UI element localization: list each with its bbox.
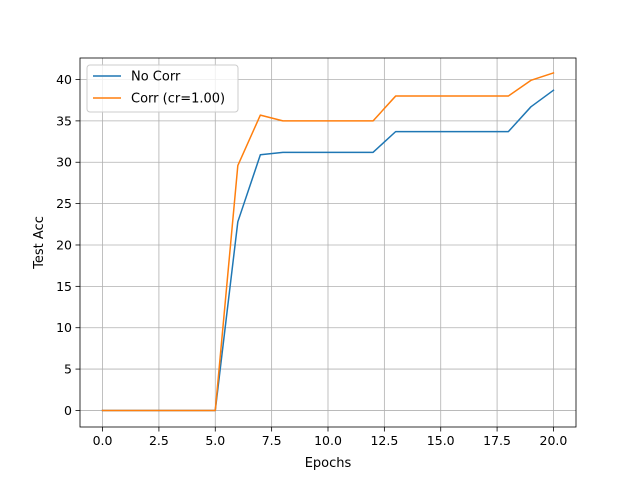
- legend: No Corr Corr (cr=1.00): [86, 64, 239, 113]
- y-tick-label: 10: [56, 320, 72, 335]
- y-tick-label: 0: [64, 403, 72, 418]
- x-tick-label: 20.0: [540, 433, 568, 448]
- y-tick-label: 5: [64, 362, 72, 377]
- data-series: [101, 71, 555, 412]
- x-tick-label: 12.5: [370, 433, 398, 448]
- x-tick-label: 5.0: [205, 433, 225, 448]
- y-tick-label: 15: [56, 279, 72, 294]
- x-tick-label: 10.0: [314, 433, 342, 448]
- x-axis-label: Epochs: [305, 456, 352, 471]
- y-tick-label: 25: [56, 196, 72, 211]
- legend-box: [86, 64, 239, 113]
- x-tick-label: 0.0: [93, 433, 113, 448]
- x-tick-label: 17.5: [483, 433, 511, 448]
- x-tick-label: 15.0: [427, 433, 455, 448]
- x-axis-ticks: 0.0 2.5 5.0 7.5 10.0 12.5 15.0 17.5 20.0: [93, 427, 568, 448]
- y-tick-label: 35: [56, 113, 72, 128]
- legend-label-no-corr: No Corr: [131, 70, 181, 85]
- y-tick-label: 30: [56, 155, 72, 170]
- y-tick-label: 20: [56, 237, 72, 252]
- legend-label-corr: Corr (cr=1.00): [131, 92, 225, 107]
- y-axis-ticks: 0 5 10 15 20 25 30 35 40: [56, 72, 80, 418]
- y-tick-label: 40: [56, 72, 72, 87]
- x-tick-label: 7.5: [262, 433, 282, 448]
- series-line-corr: [101, 71, 555, 412]
- grid-lines: [80, 58, 576, 427]
- y-axis-label: Test Acc: [32, 216, 47, 270]
- x-tick-label: 2.5: [149, 433, 169, 448]
